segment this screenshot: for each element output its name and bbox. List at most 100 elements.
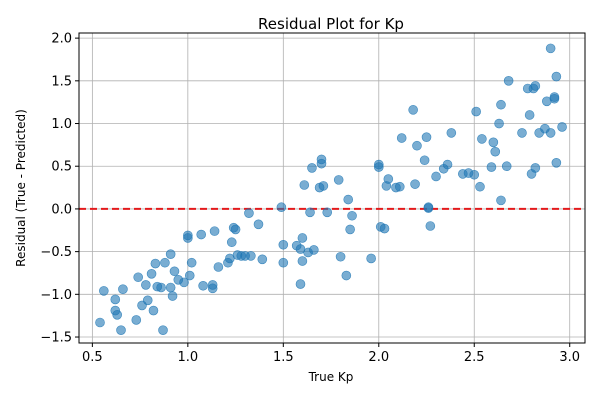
y-tick-label: 1.5 xyxy=(51,74,72,89)
residual-point xyxy=(278,257,289,268)
residual-point xyxy=(442,159,453,170)
y-axis-ticks: −1.5 −1.0 −0.5 0.0 0.5 1.0 1.5 2.0 xyxy=(40,32,79,346)
residual-point xyxy=(503,76,514,86)
residual-point xyxy=(477,134,487,144)
residual-point xyxy=(545,128,556,138)
residual-point xyxy=(253,219,264,230)
x-tick-label: 1.0 xyxy=(177,350,198,365)
residual-point xyxy=(278,239,289,250)
residual-point xyxy=(345,224,355,235)
residual-point xyxy=(545,43,556,54)
residual-point xyxy=(475,181,485,192)
residual-point xyxy=(501,161,512,172)
x-tick-label: 3.0 xyxy=(559,350,580,365)
residual-point xyxy=(213,262,224,272)
residual-point xyxy=(496,99,506,110)
residual-point xyxy=(165,249,176,259)
residual-point xyxy=(167,291,178,301)
y-tick-label: 0.5 xyxy=(51,160,72,175)
residual-point xyxy=(209,226,220,236)
residual-point xyxy=(244,208,254,218)
residual-point xyxy=(322,207,333,218)
residual-point xyxy=(423,203,434,213)
residual-point xyxy=(488,137,499,148)
residual-point xyxy=(226,237,237,248)
y-tick-label: 0.0 xyxy=(51,202,72,217)
y-tick-label: −1.5 xyxy=(40,331,72,346)
residual-point xyxy=(299,180,310,190)
chart-title: Residual Plot for Kp xyxy=(258,15,404,33)
residual-point xyxy=(158,325,168,335)
residual-point xyxy=(419,155,430,166)
x-tick-label: 0.5 xyxy=(82,350,103,365)
residual-point xyxy=(383,174,394,184)
residual-point xyxy=(309,245,319,255)
residual-point xyxy=(133,272,143,283)
residual-point xyxy=(335,251,346,262)
residual-point xyxy=(394,181,405,192)
residual-point xyxy=(179,277,189,288)
residual-point xyxy=(318,181,329,191)
residual-point xyxy=(297,256,308,266)
residual-point xyxy=(150,258,161,269)
x-axis-label: True Kp xyxy=(308,370,354,384)
x-tick-label: 1.5 xyxy=(273,350,294,365)
residual-point xyxy=(297,233,308,243)
residual-point xyxy=(183,230,193,241)
residual-point xyxy=(551,158,562,168)
residual-point xyxy=(142,295,153,306)
residual-point xyxy=(421,132,432,142)
residual-point xyxy=(116,325,126,335)
y-tick-label: −1.0 xyxy=(40,288,72,303)
y-axis-label: Residual (True - Predicted) xyxy=(14,109,28,267)
residual-point xyxy=(490,146,501,157)
residual-point xyxy=(246,251,256,261)
residual-point xyxy=(131,315,142,325)
residual-point xyxy=(165,282,176,293)
residual-point xyxy=(530,163,541,173)
residual-point xyxy=(257,254,268,265)
residual-point xyxy=(410,179,420,189)
residual-point xyxy=(486,162,497,172)
residual-point xyxy=(517,128,527,138)
residual-point xyxy=(343,194,354,205)
residual-point xyxy=(524,110,535,120)
residual-point xyxy=(99,286,109,296)
residual-point xyxy=(141,280,151,290)
residual-point xyxy=(471,106,481,117)
y-tick-label: 2.0 xyxy=(51,32,72,47)
residual-point xyxy=(112,310,122,320)
residual-point xyxy=(184,270,195,281)
residual-point xyxy=(469,169,480,180)
x-axis-ticks: 0.5 1.0 1.5 2.0 2.5 3.0 xyxy=(82,343,580,365)
residual-point xyxy=(295,279,306,289)
residual-point xyxy=(148,305,159,316)
residual-point xyxy=(305,207,315,218)
residual-point xyxy=(198,280,208,291)
residual-point xyxy=(366,253,376,264)
residual-point xyxy=(110,294,121,305)
residual-point xyxy=(557,122,567,132)
residual-point xyxy=(408,105,418,115)
residual-point xyxy=(496,195,506,206)
x-tick-label: 2.5 xyxy=(464,350,485,365)
y-tick-label: −0.5 xyxy=(40,245,72,260)
residual-point xyxy=(276,202,287,213)
residual-point xyxy=(425,221,436,231)
residual-point xyxy=(347,210,357,221)
residual-point xyxy=(118,284,128,294)
residual-point xyxy=(146,269,157,279)
residual-point xyxy=(373,159,384,170)
residual-point xyxy=(494,118,504,129)
residual-point xyxy=(396,133,407,143)
axes-frame xyxy=(78,32,586,344)
residual-point xyxy=(160,257,170,268)
residual-point xyxy=(551,71,562,82)
y-tick-label: 1.0 xyxy=(51,117,72,132)
residual-point xyxy=(316,154,327,165)
residual-point xyxy=(446,128,457,138)
residual-point xyxy=(307,163,317,173)
residual-point xyxy=(549,93,560,104)
